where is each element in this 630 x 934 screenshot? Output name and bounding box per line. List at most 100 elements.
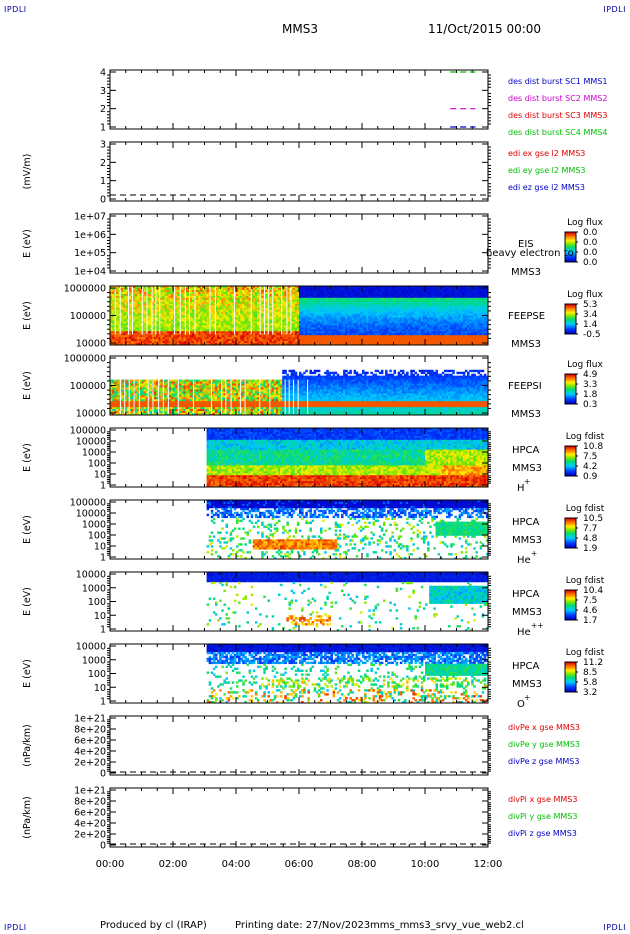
feepsi-label: FEEPSI xyxy=(508,381,542,392)
colorbar-tick: 4.6 xyxy=(583,606,598,616)
hpca_hepp-species-charge: ++ xyxy=(531,621,544,630)
datetime-title: 11/Oct/2015 00:00 xyxy=(428,22,542,36)
colorbar-tick: 4.2 xyxy=(583,462,597,472)
xtick-label: 12:00 xyxy=(474,859,503,870)
panel-frame-divpe xyxy=(109,715,489,776)
hpca_he-label: HPCA xyxy=(512,517,540,528)
corner-label-tr: IPDLI xyxy=(603,5,626,14)
hpca_he-mms3-label: MMS3 xyxy=(512,535,542,546)
colorbar-tick: 7.5 xyxy=(583,452,597,462)
ytick-label: 8e+20 xyxy=(74,725,106,736)
colorbar-tick: 10.8 xyxy=(583,442,603,452)
legend-dist: des dist burst SC3 MMS3 xyxy=(508,111,607,120)
colorbar-tick: 1.8 xyxy=(583,390,598,400)
hpca_o-label: HPCA xyxy=(512,661,540,672)
hpca_h-species-charge: + xyxy=(524,477,530,486)
legend-dist: des dist burst SC2 MMS2 xyxy=(508,94,607,103)
ytick-label: 10 xyxy=(94,542,106,553)
feepse-mms3-label: MMS3 xyxy=(511,339,541,350)
spectrogram-feepsi xyxy=(110,369,489,416)
colorbar-tick: 7.7 xyxy=(583,524,597,534)
eis-mms3-label: MMS3 xyxy=(511,267,541,278)
ytick-label: 1e+06 xyxy=(74,230,106,241)
colorbar-hpca_o xyxy=(565,662,576,693)
ytick-label: 2 xyxy=(100,104,106,115)
ytick-label: 1 xyxy=(100,625,106,636)
ytick-label: 3 xyxy=(100,140,106,151)
ytick-label: 8e+20 xyxy=(74,797,106,808)
colorbar-tick: 1.4 xyxy=(583,320,598,330)
colorbar-tick: 1.7 xyxy=(583,616,597,626)
panel-frame-divpi xyxy=(109,787,489,848)
xtick-label: 08:00 xyxy=(348,859,377,870)
legend-divpi: divPi z gse MMS3 xyxy=(508,829,577,838)
spectrogram-hpca_he xyxy=(206,500,489,560)
footer-producer: Produced by cl (IRAP) xyxy=(100,920,207,931)
ytick-label: 1e+05 xyxy=(74,248,106,259)
ytick-label: 1 xyxy=(100,481,106,492)
colorbar-tick: 5.8 xyxy=(583,678,598,688)
colorbar-tick: 0.0 xyxy=(583,238,598,248)
xtick-label: 04:00 xyxy=(222,859,251,870)
ytick-label: 1000000 xyxy=(64,284,106,295)
ytick-label: 10000 xyxy=(76,409,106,420)
ytick-label: 100000 xyxy=(70,381,106,392)
ylabel-eis: E (eV) xyxy=(22,229,33,258)
colorbar-tick: 10.4 xyxy=(583,586,603,596)
legend-divpi: divPi y gse MMS3 xyxy=(508,812,577,821)
colorbar-title-eis: Log flux xyxy=(567,218,603,228)
ytick-label: 100000 xyxy=(70,498,106,509)
colorbar-tick: 1.9 xyxy=(583,544,598,554)
ytick-label: 1000 xyxy=(82,583,106,594)
ytick-label: 10000 xyxy=(76,570,106,581)
spacecraft-title: MMS3 xyxy=(282,22,318,36)
xtick-label: 00:00 xyxy=(96,859,125,870)
colorbar-tick: 0.0 xyxy=(583,248,598,258)
corner-label-bl: IPDLI xyxy=(4,923,27,932)
ylabel-hpca_h: E (eV) xyxy=(22,443,33,472)
ytick-label: 6e+20 xyxy=(74,808,106,819)
hpca_o-mms3-label: MMS3 xyxy=(512,679,542,690)
hpca_h-label: HPCA xyxy=(512,445,540,456)
hpca_h-species-label: H xyxy=(517,483,525,494)
ylabel-divpi: (nPa/km) xyxy=(22,796,33,839)
ytick-label: 2e+20 xyxy=(74,830,106,841)
spectrogram-hpca_o xyxy=(206,644,489,704)
ytick-label: 10 xyxy=(94,470,106,481)
legend-divpi: divPi x gse MMS3 xyxy=(508,795,577,804)
colorbar-tick: -0.5 xyxy=(583,330,601,340)
colorbar-hpca_h xyxy=(565,446,576,477)
ytick-label: 1 xyxy=(100,123,106,134)
colorbar-feepse xyxy=(565,304,576,335)
colorbar-tick: 4.9 xyxy=(583,370,598,380)
ytick-label: 4e+20 xyxy=(74,747,106,758)
colorbar-title-feepsi: Log flux xyxy=(567,360,603,370)
xtick-label: 02:00 xyxy=(159,859,188,870)
ytick-label: 1e+07 xyxy=(74,212,106,223)
hpca_o-species-charge: + xyxy=(524,693,530,702)
ytick-label: 1e+21 xyxy=(74,786,106,797)
hpca_o-species-label: O xyxy=(517,699,525,710)
ytick-label: 0 xyxy=(100,841,106,852)
colorbar-tick: 11.2 xyxy=(583,658,603,668)
colorbar-tick: 3.2 xyxy=(583,688,597,698)
corner-label-tl: IPDLI xyxy=(4,5,27,14)
colorbar-title-feepse: Log flux xyxy=(567,290,603,300)
hpca_he-species-label: He xyxy=(517,555,531,566)
ytick-label: 1 xyxy=(100,697,106,708)
spectrogram-hpca_hepp xyxy=(206,572,489,632)
ytick-label: 100 xyxy=(88,531,106,542)
ytick-label: 10000 xyxy=(76,642,106,653)
ylabel-feepse: E (eV) xyxy=(22,301,33,330)
ytick-label: 1000 xyxy=(82,520,106,531)
ytick-label: 1 xyxy=(100,553,106,564)
panel-frame-eis xyxy=(109,213,489,274)
spectrogram-feepse xyxy=(110,286,489,346)
ytick-label: 1 xyxy=(100,176,106,187)
panel-frame-edi xyxy=(109,141,489,202)
ytick-label: 6e+20 xyxy=(74,736,106,747)
ytick-label: 0 xyxy=(100,769,106,780)
ytick-label: 10000 xyxy=(76,509,106,520)
ytick-label: 100000 xyxy=(70,426,106,437)
colorbar-title-hpca_h: Log fdist xyxy=(566,432,605,442)
